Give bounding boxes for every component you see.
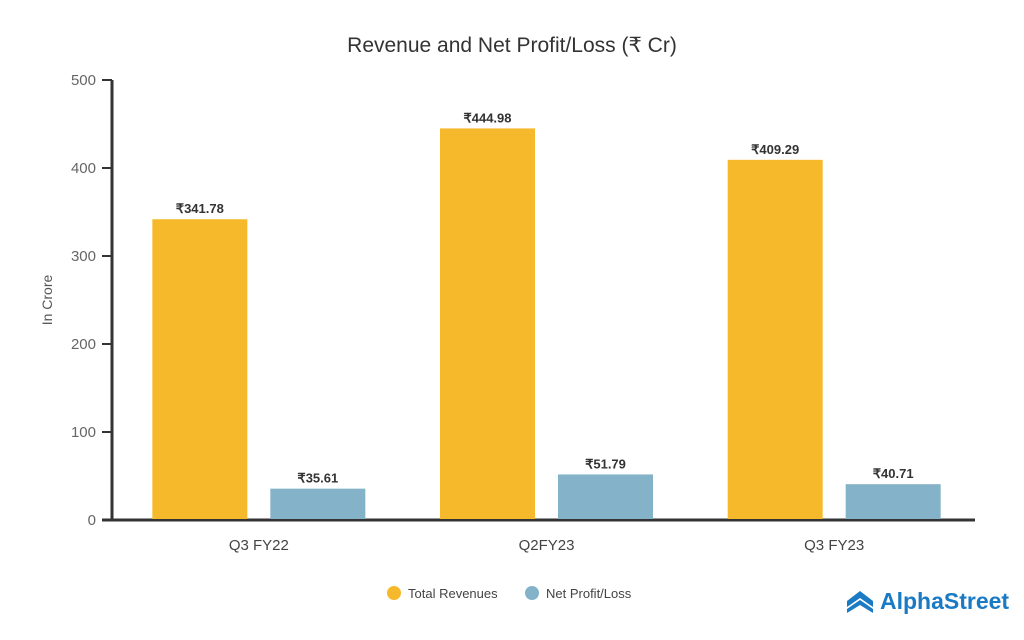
bar-total-revenues (727, 159, 823, 519)
chart-title: Revenue and Net Profit/Loss (₹ Cr) (347, 34, 677, 57)
bar-total-revenues (440, 128, 535, 519)
brand-name: AlphaStreet (880, 588, 1010, 614)
bar-total-revenues (152, 219, 248, 520)
legend-marker (525, 586, 539, 600)
legend-label: Total Revenues (408, 586, 498, 601)
data-label: ₹444.98 (463, 110, 511, 125)
bar-net-profit-loss (558, 474, 653, 519)
bar-net-profit-loss (845, 484, 941, 519)
x-tick-label: Q3 FY22 (229, 537, 289, 554)
y-tick-label: 400 (71, 160, 96, 177)
y-tick-label: 300 (71, 248, 96, 265)
data-label: ₹51.79 (585, 456, 626, 471)
alphastreet-chevron-icon (847, 590, 873, 613)
bar-net-profit-loss (270, 488, 366, 519)
x-tick-label: Q2FY23 (519, 537, 575, 554)
legend-label: Net Profit/Loss (546, 586, 632, 601)
data-label: ₹35.61 (297, 471, 338, 486)
data-label: ₹40.71 (873, 466, 914, 481)
data-label: ₹409.29 (751, 142, 799, 157)
y-tick-label: 100 (71, 424, 96, 441)
y-tick-label: 0 (88, 512, 96, 529)
data-label: ₹341.78 (176, 201, 224, 216)
x-tick-label: Q3 FY23 (804, 537, 864, 554)
y-tick-label: 500 (71, 72, 96, 89)
alphastreet-logo: AlphaStreet (846, 588, 1009, 615)
legend-marker (387, 586, 401, 600)
y-axis-label: In Crore (39, 275, 55, 326)
y-tick-label: 200 (71, 336, 96, 353)
